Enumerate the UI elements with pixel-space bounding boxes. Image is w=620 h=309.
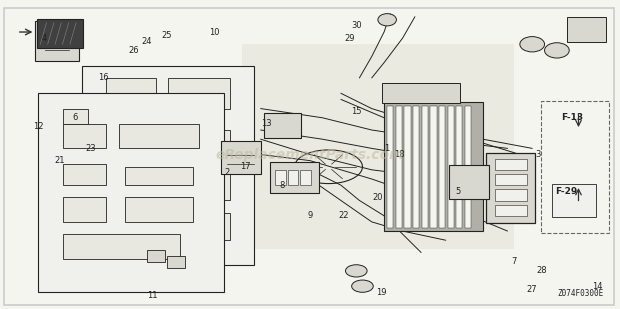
FancyBboxPatch shape — [300, 170, 311, 185]
FancyBboxPatch shape — [288, 170, 298, 185]
Text: F-13: F-13 — [561, 113, 583, 122]
Ellipse shape — [378, 14, 396, 26]
Bar — [168, 78, 230, 108]
Bar — [430, 105, 436, 228]
Text: 22: 22 — [339, 211, 349, 220]
Bar — [63, 164, 106, 185]
Text: 15: 15 — [351, 107, 361, 116]
Text: 16: 16 — [98, 74, 108, 83]
FancyBboxPatch shape — [242, 44, 514, 249]
FancyBboxPatch shape — [495, 205, 526, 216]
Text: eReplacementParts.com: eReplacementParts.com — [216, 147, 404, 162]
Bar — [168, 170, 230, 201]
FancyBboxPatch shape — [37, 19, 84, 48]
Text: 24: 24 — [141, 37, 152, 46]
Bar — [63, 124, 106, 148]
Text: 1: 1 — [384, 144, 390, 153]
FancyBboxPatch shape — [270, 162, 319, 193]
Bar — [106, 170, 156, 201]
Bar — [118, 124, 199, 148]
Text: 28: 28 — [536, 266, 547, 275]
Text: 10: 10 — [209, 28, 219, 36]
Bar — [456, 105, 463, 228]
Ellipse shape — [345, 265, 367, 277]
Bar — [465, 105, 471, 228]
Text: Z074F0300E: Z074F0300E — [557, 290, 603, 298]
Text: 11: 11 — [148, 291, 158, 300]
Text: 19: 19 — [376, 288, 386, 297]
Text: F-29: F-29 — [555, 187, 577, 196]
Bar — [63, 108, 88, 124]
FancyBboxPatch shape — [4, 7, 614, 305]
Bar — [448, 105, 454, 228]
FancyBboxPatch shape — [486, 153, 535, 223]
Text: 30: 30 — [351, 21, 361, 30]
Text: 3: 3 — [536, 150, 541, 159]
Bar — [396, 105, 402, 228]
Circle shape — [140, 116, 171, 132]
Text: 26: 26 — [129, 46, 140, 55]
Text: 5: 5 — [456, 187, 461, 196]
Text: 18: 18 — [394, 150, 405, 159]
Bar — [413, 105, 419, 228]
FancyBboxPatch shape — [495, 189, 526, 201]
Text: 14: 14 — [591, 282, 602, 291]
Text: 2: 2 — [224, 168, 229, 177]
FancyBboxPatch shape — [35, 21, 79, 61]
FancyBboxPatch shape — [275, 170, 286, 185]
Text: 12: 12 — [33, 122, 43, 131]
Bar — [384, 103, 483, 231]
FancyBboxPatch shape — [382, 83, 460, 104]
Ellipse shape — [352, 280, 373, 292]
FancyBboxPatch shape — [264, 113, 301, 138]
FancyBboxPatch shape — [495, 159, 526, 170]
Bar — [106, 130, 156, 154]
Bar — [125, 197, 193, 222]
Bar — [168, 130, 230, 154]
Text: 7: 7 — [511, 257, 516, 266]
Text: 20: 20 — [373, 193, 383, 202]
Bar — [106, 213, 230, 240]
Polygon shape — [38, 93, 224, 292]
FancyBboxPatch shape — [147, 250, 165, 262]
Text: 4: 4 — [42, 34, 47, 43]
Text: 25: 25 — [162, 31, 172, 40]
Bar — [387, 105, 393, 228]
Polygon shape — [82, 66, 254, 265]
FancyBboxPatch shape — [567, 17, 606, 42]
Bar — [404, 105, 410, 228]
Bar — [439, 105, 445, 228]
Text: 29: 29 — [345, 34, 355, 43]
Text: 27: 27 — [527, 285, 538, 294]
Bar — [63, 234, 180, 259]
Text: 21: 21 — [55, 156, 65, 165]
Text: 9: 9 — [308, 211, 312, 220]
Bar — [422, 105, 428, 228]
Text: 8: 8 — [280, 181, 285, 190]
FancyBboxPatch shape — [449, 165, 489, 199]
Bar — [63, 197, 106, 222]
Ellipse shape — [520, 36, 544, 52]
FancyBboxPatch shape — [167, 256, 185, 269]
FancyBboxPatch shape — [495, 174, 526, 185]
Ellipse shape — [544, 43, 569, 58]
FancyBboxPatch shape — [552, 184, 596, 217]
Text: 23: 23 — [86, 144, 96, 153]
Bar — [106, 78, 156, 108]
Text: 17: 17 — [240, 162, 250, 171]
FancyBboxPatch shape — [221, 141, 260, 174]
Text: 6: 6 — [73, 113, 78, 122]
Bar — [125, 167, 193, 185]
Text: 13: 13 — [262, 119, 272, 128]
